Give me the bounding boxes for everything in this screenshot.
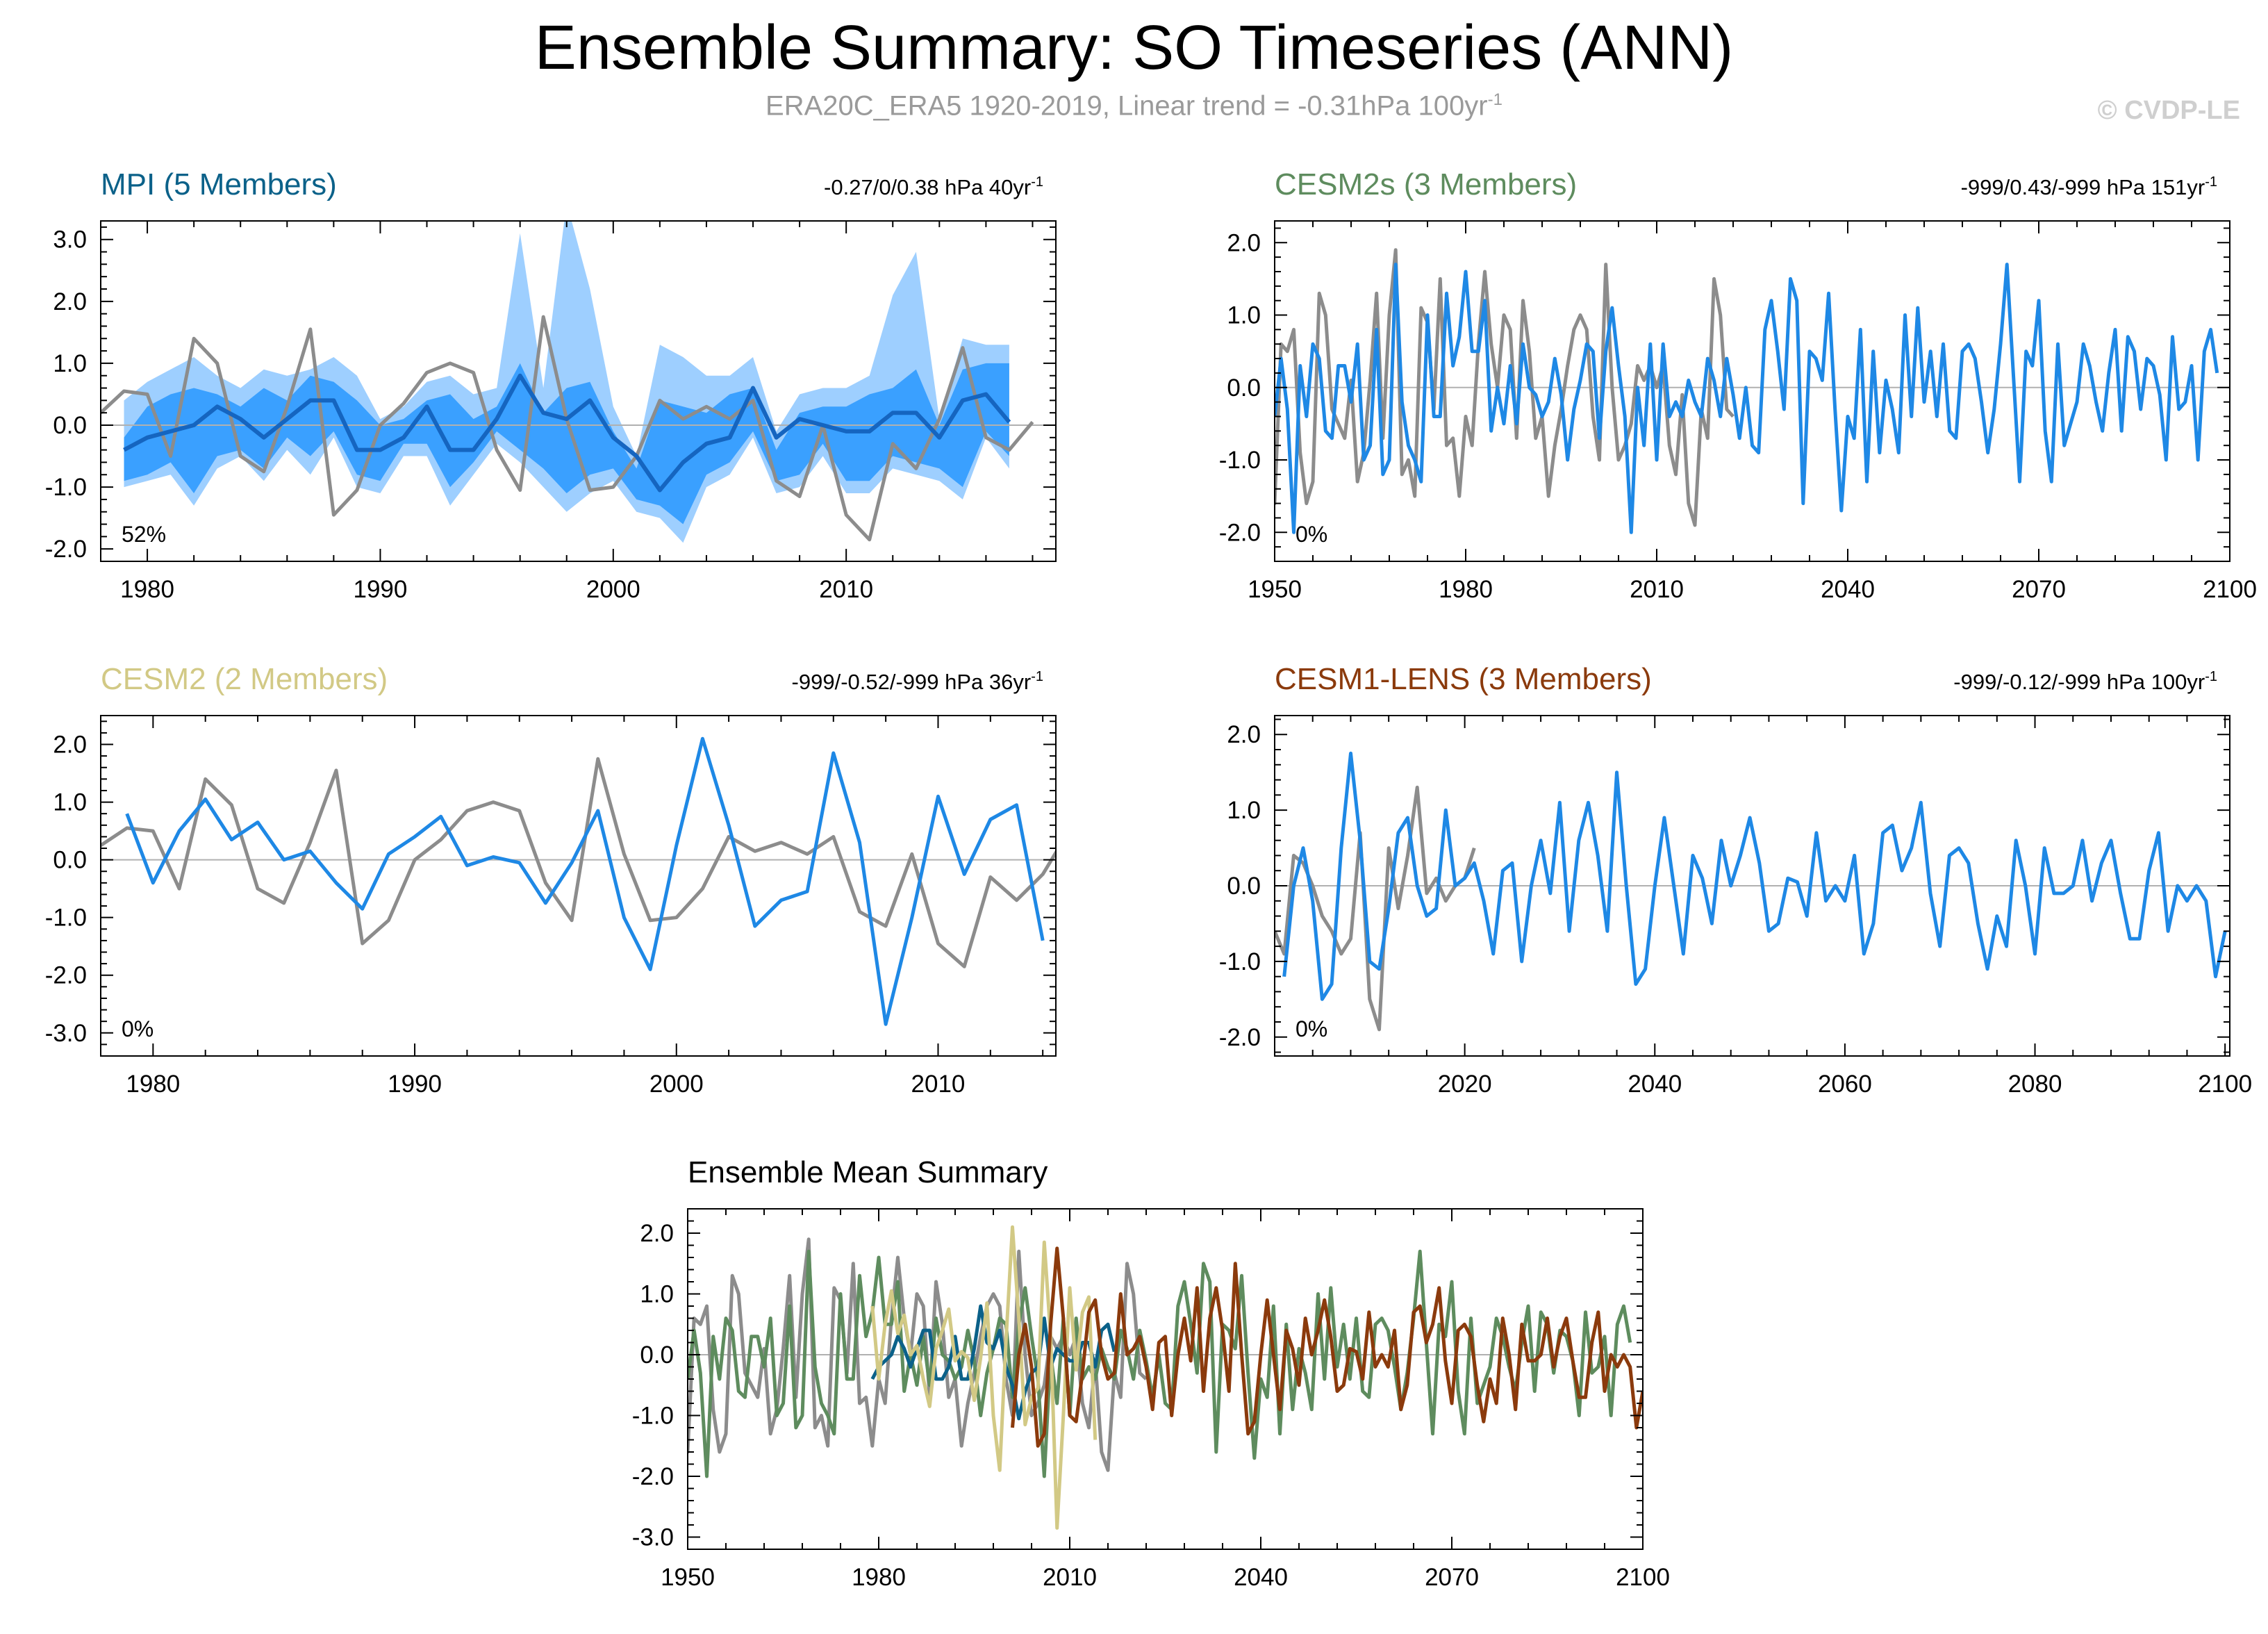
x-tick-label: 2010	[911, 1071, 966, 1098]
x-tick-label: 1990	[388, 1071, 442, 1098]
x-tick-label: 2100	[2198, 1071, 2252, 1098]
y-tick-label: -1.0	[45, 474, 87, 501]
x-tick-label: 2040	[1821, 576, 1875, 603]
panel-cesm2s: CESM2s (3 Members) -999/0.43/-999 hPa 151…	[1219, 167, 2257, 603]
series-line-member	[1275, 263, 2219, 534]
y-tick-label: -3.0	[45, 1020, 87, 1047]
y-tick-label: -2.0	[45, 536, 87, 563]
percent-annotation: 0%	[122, 1016, 154, 1041]
y-tick-label: -3.0	[632, 1524, 674, 1551]
y-tick-label: 0.0	[53, 412, 87, 439]
x-tick-label: 2000	[649, 1071, 704, 1098]
y-tick-label: 1.0	[1227, 302, 1261, 329]
y-tick-label: -2.0	[1219, 1024, 1261, 1051]
panel-ensmean: Ensemble Mean Summary 1950 1980 2010 2040 207…	[632, 1155, 1670, 1591]
y-tick-label: 0.0	[53, 847, 87, 874]
x-tick-label: 2070	[2012, 576, 2066, 603]
percent-annotation: 0%	[1296, 1016, 1327, 1041]
y-tick-label: -1.0	[1219, 948, 1261, 975]
plot-area	[101, 736, 1056, 1026]
x-tick-label: 2000	[586, 576, 640, 603]
y-tick-label: 0.0	[1227, 374, 1261, 402]
y-tick-label: 1.0	[1227, 797, 1261, 824]
y-tick-label: 2.0	[1227, 229, 1261, 256]
x-tick-label: 2070	[1425, 1564, 1479, 1591]
x-tick-label: 2040	[1628, 1071, 1682, 1098]
series-line-member	[125, 736, 1045, 1026]
x-tick-label: 2010	[819, 576, 873, 603]
plot-area	[1275, 751, 2230, 1032]
y-tick-label: 0.0	[640, 1342, 674, 1369]
x-tick-label: 1990	[354, 576, 408, 603]
percent-annotation: 0%	[1296, 522, 1327, 547]
x-tick-label: 2060	[1818, 1071, 1872, 1098]
x-tick-label: 1950	[1248, 576, 1302, 603]
panel-title: Ensemble Mean Summary	[688, 1155, 1048, 1189]
y-tick-label: 2.0	[53, 288, 87, 315]
series-line-obs	[688, 1237, 1148, 1472]
x-tick-label: 2100	[1616, 1564, 1670, 1591]
panel-mpi: MPI (5 Members) -0.27/0/0.38 hPa 40yr-1 19…	[45, 167, 1057, 603]
panel-trend-stats: -999/-0.52/-999 hPa 36yr-1	[792, 669, 1043, 694]
plot-area	[101, 221, 1056, 543]
y-tick-label: -2.0	[1219, 519, 1261, 546]
plot-area	[688, 1225, 1643, 1530]
subtitle-superscript: -1	[1487, 90, 1503, 109]
panel-title: MPI (5 Members)	[101, 167, 337, 201]
copyright-label: © CVDP-LE	[2097, 96, 2240, 125]
series-line-ensmean	[123, 373, 1011, 493]
y-tick-label: -1.0	[1219, 447, 1261, 474]
plot-frame	[1274, 220, 2230, 562]
panel-trend-stats: -999/0.43/-999 hPa 151yr-1	[1961, 174, 2217, 199]
x-tick-label: 1980	[852, 1564, 906, 1591]
x-tick-label: 2040	[1234, 1564, 1288, 1591]
page-title: Ensemble Summary: SO Timeseries (ANN)	[534, 13, 1734, 83]
y-tick-label: -2.0	[632, 1463, 674, 1490]
plot-frame	[100, 715, 1057, 1057]
x-tick-label: 1980	[120, 576, 174, 603]
x-tick-label: 2010	[1630, 576, 1684, 603]
series-line-cesm2	[870, 1225, 1098, 1530]
y-tick-label: 2.0	[1227, 721, 1261, 748]
panel-trend-stats: -0.27/0/0.38 hPa 40yr-1	[824, 174, 1043, 199]
x-tick-label: 1980	[1439, 576, 1493, 603]
y-tick-label: 2.0	[53, 732, 87, 759]
panel-title: CESM1-LENS (3 Members)	[1275, 662, 1652, 696]
y-tick-label: 2.0	[640, 1220, 674, 1247]
y-tick-label: -1.0	[632, 1403, 674, 1430]
panel-cesm1lens: CESM1-LENS (3 Members) -999/-0.12/-999 hP…	[1219, 662, 2252, 1098]
x-tick-label: 2020	[1438, 1071, 1492, 1098]
panel-title: CESM2s (3 Members)	[1275, 167, 1577, 201]
plot-area	[1275, 248, 2230, 534]
y-tick-label: -1.0	[45, 905, 87, 932]
plot-frame	[100, 220, 1057, 562]
x-tick-label: 2100	[2203, 576, 2257, 603]
y-tick-label: 0.0	[1227, 873, 1261, 900]
spread-band-inner	[124, 363, 1009, 525]
series-line-cesm1lens	[1011, 1246, 1643, 1448]
panel-cesm2: CESM2 (2 Members) -999/-0.52/-999 hPa 36y…	[45, 662, 1057, 1098]
y-tick-label: 1.0	[640, 1281, 674, 1308]
panel-title: CESM2 (2 Members)	[101, 662, 388, 696]
y-tick-label: 1.0	[53, 350, 87, 377]
percent-annotation: 52%	[122, 522, 166, 547]
subtitle-text: ERA20C_ERA5 1920-2019, Linear trend = -0…	[765, 90, 1488, 122]
y-tick-label: 3.0	[53, 226, 87, 254]
series-line-obs	[1275, 248, 1735, 527]
x-tick-label: 2010	[1043, 1564, 1097, 1591]
x-tick-label: 2080	[2008, 1071, 2062, 1098]
y-tick-label: -2.0	[45, 962, 87, 989]
page-subtitle: ERA20C_ERA5 1920-2019, Linear trend = -0…	[0, 90, 2268, 122]
x-tick-label: 1950	[661, 1564, 715, 1591]
y-tick-label: 1.0	[53, 789, 87, 816]
x-tick-label: 1980	[126, 1071, 180, 1098]
series-line-member	[1282, 751, 2227, 1001]
panel-trend-stats: -999/-0.12/-999 hPa 100yr-1	[1953, 669, 2217, 694]
